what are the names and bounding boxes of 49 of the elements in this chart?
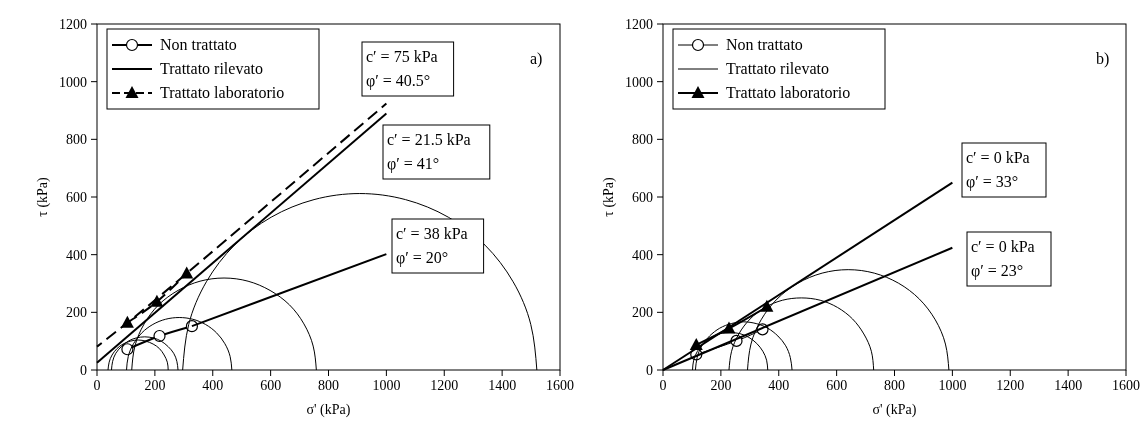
- x-tick-label: 400: [768, 378, 790, 393]
- y-tick-label: 0: [646, 363, 653, 378]
- x-tick-label: 800: [318, 378, 339, 393]
- annotation: b): [1096, 50, 1110, 68]
- y-tick-label: 400: [632, 247, 653, 263]
- legend-label: Trattato rilevato: [726, 60, 829, 77]
- x-tick-label: 0: [659, 378, 667, 393]
- y-tick-label: 0: [80, 363, 87, 378]
- x-axis-title: σ' (kPa): [872, 402, 917, 418]
- annotation: c′ = 21.5 kPa φ′ = 41°: [387, 131, 471, 173]
- x-tick-label: 1000: [372, 378, 401, 393]
- annotation: c′ = 75 kPa φ′ = 40.5°: [366, 48, 438, 90]
- legend-label: Trattato laboratorio: [726, 84, 851, 101]
- y-tick-label: 200: [66, 305, 87, 321]
- y-tick-label: 1200: [625, 17, 653, 32]
- x-tick-label: 1200: [430, 378, 459, 393]
- x-tick-label: 200: [144, 378, 166, 393]
- x-tick-label: 1200: [996, 378, 1025, 393]
- x-tick-label: 0: [93, 378, 101, 393]
- x-tick-label: 1600: [1112, 378, 1140, 393]
- y-tick-label: 1200: [59, 17, 87, 32]
- legend-label: Trattato rilevato: [160, 60, 263, 77]
- legend-label: Trattato laboratorio: [160, 84, 285, 101]
- x-tick-label: 400: [202, 378, 224, 393]
- x-tick-label: 1000: [938, 378, 967, 393]
- y-tick-label: 400: [66, 247, 87, 263]
- x-tick-label: 600: [826, 378, 848, 393]
- annotation: a): [530, 50, 543, 68]
- y-tick-label: 1000: [625, 74, 653, 90]
- legend-label: Non trattato: [726, 36, 803, 53]
- x-tick-label: 1600: [546, 378, 574, 393]
- legend-label: Non trattato: [160, 36, 237, 53]
- x-axis-title: σ' (kPa): [306, 402, 351, 418]
- x-tick-label: 1400: [1054, 378, 1083, 393]
- x-tick-label: 800: [884, 378, 905, 393]
- y-tick-label: 600: [632, 190, 653, 205]
- x-tick-label: 600: [260, 378, 282, 393]
- y-axis-title: τ (kPa): [35, 176, 51, 217]
- y-axis-title: τ (kPa): [601, 176, 617, 217]
- y-tick-label: 800: [66, 132, 87, 148]
- annotation: c′ = 0 kPa φ′ = 33°: [966, 149, 1030, 191]
- y-tick-label: 600: [66, 190, 87, 205]
- y-tick-label: 1000: [59, 74, 87, 90]
- annotation: c′ = 38 kPa φ′ = 20°: [396, 225, 468, 267]
- y-tick-label: 800: [632, 132, 653, 148]
- y-tick-label: 200: [632, 305, 653, 321]
- x-tick-label: 1400: [488, 378, 517, 393]
- annotation: c′ = 0 kPa φ′ = 23°: [971, 238, 1035, 280]
- x-tick-label: 200: [710, 378, 732, 393]
